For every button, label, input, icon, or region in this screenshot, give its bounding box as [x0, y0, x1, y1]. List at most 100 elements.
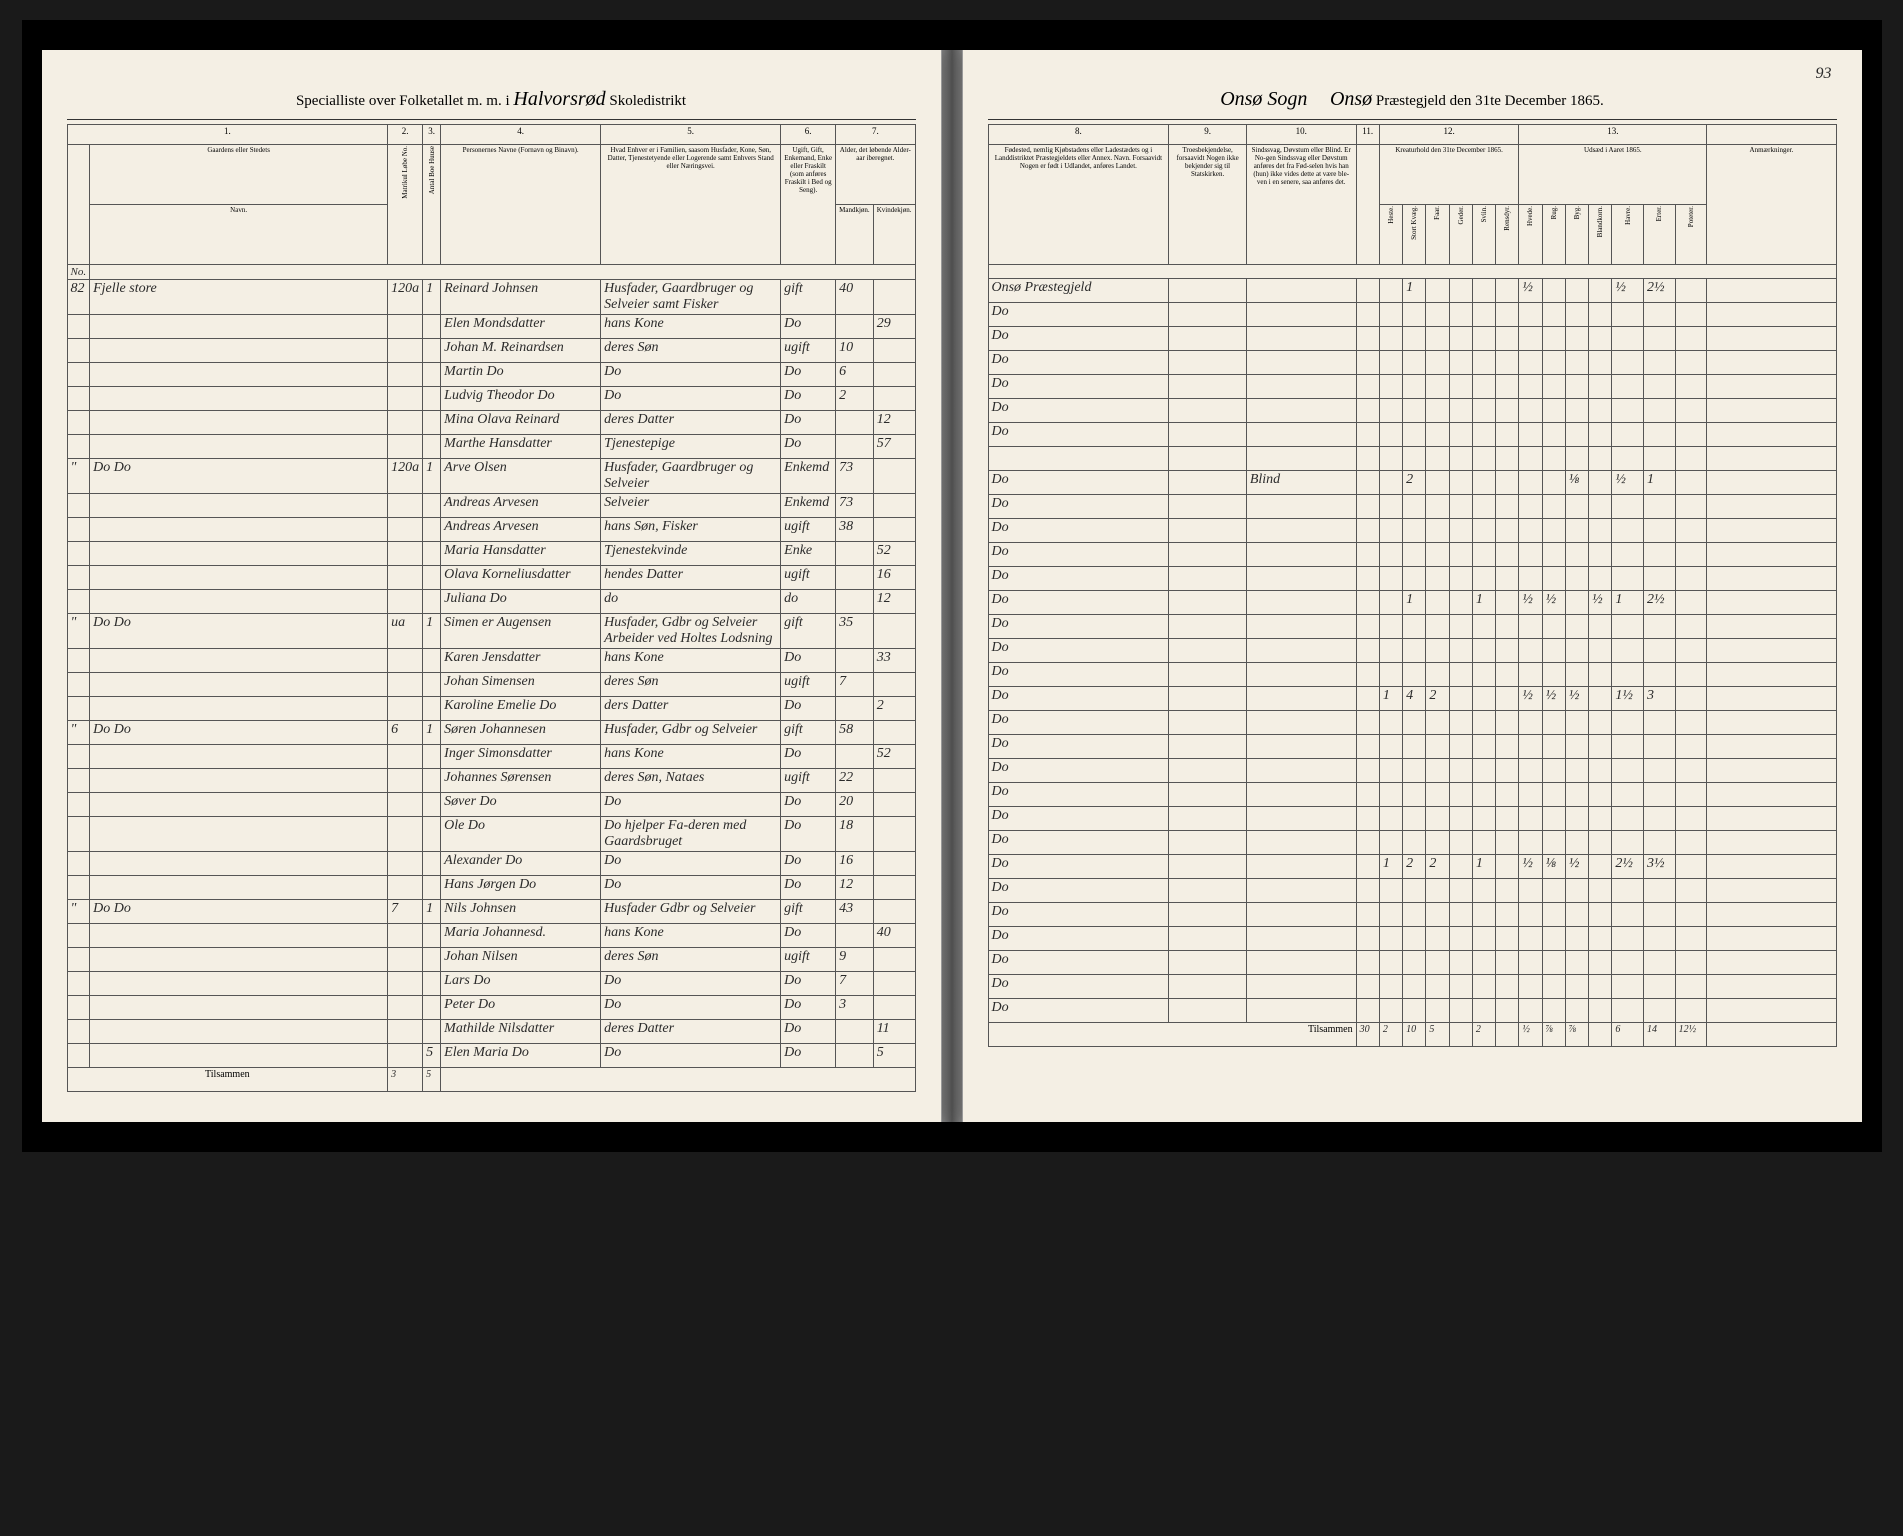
cell-anm: [1707, 447, 1836, 471]
cell: [1356, 855, 1379, 879]
cell: [1542, 951, 1565, 975]
cell: [67, 542, 90, 566]
cell: Do: [601, 996, 781, 1020]
cell: [836, 411, 874, 435]
cell: [1472, 687, 1495, 711]
cell: [1449, 375, 1472, 399]
cell: [1449, 567, 1472, 591]
cell: Do: [988, 567, 1169, 591]
cell: Do: [781, 972, 836, 996]
cell: [1356, 591, 1379, 615]
cell: [423, 697, 441, 721]
cell: Karen Jensdatter: [441, 649, 601, 673]
table-row: Lars DoDoDo7: [67, 972, 915, 996]
cell: 10: [836, 339, 874, 363]
cell: [1169, 711, 1247, 735]
cell: [90, 996, 388, 1020]
table-row: Juliana Dododo12: [67, 590, 915, 614]
cell: Do: [988, 807, 1169, 831]
cell: [1589, 663, 1612, 687]
cell: [1449, 519, 1472, 543]
cell: Do: [988, 375, 1169, 399]
cell: [1356, 567, 1379, 591]
cell: hans Kone: [601, 745, 781, 769]
sinds-header: Sindssvag, Døvstum eller Blind. Er No-ge…: [1246, 145, 1356, 265]
cell: [1403, 927, 1426, 951]
cell: [423, 924, 441, 948]
cell: do: [781, 590, 836, 614]
cell: [1496, 831, 1519, 855]
cell: [1496, 615, 1519, 639]
cell: [1472, 927, 1495, 951]
cell: ugift: [781, 769, 836, 793]
cell: [1496, 735, 1519, 759]
cell: [1169, 903, 1247, 927]
cell: [1379, 447, 1402, 471]
cell: [1565, 567, 1588, 591]
table-row: Do: [988, 831, 1836, 855]
cell: [1589, 423, 1612, 447]
cell: [1542, 471, 1565, 495]
table-row: Hans Jørgen DoDoDo12: [67, 876, 915, 900]
cell: Do: [781, 817, 836, 852]
cell: [1565, 783, 1588, 807]
cell: [1496, 855, 1519, 879]
cell: [1246, 879, 1356, 903]
cell: [1542, 543, 1565, 567]
cell: deres Datter: [601, 411, 781, 435]
col-13: 13.: [1519, 125, 1707, 145]
right-ledger-table: 8. 9. 10. 11. 12. 13. Fødested, nemlig K…: [988, 124, 1837, 1047]
cell: [1519, 759, 1542, 783]
cell: [836, 745, 874, 769]
cell: Ole Do: [441, 817, 601, 852]
cell: [1519, 831, 1542, 855]
cell: [1589, 615, 1612, 639]
cell: 40: [873, 924, 915, 948]
cell: 33: [873, 649, 915, 673]
cell: [1472, 567, 1495, 591]
col-11: 11.: [1356, 125, 1379, 145]
havre-h: Havre.: [1612, 205, 1644, 265]
cell: [90, 566, 388, 590]
cell: Do: [781, 435, 836, 459]
cell: [1675, 543, 1707, 567]
cell: [873, 900, 915, 924]
col-5: 5.: [601, 125, 781, 145]
cell: [873, 817, 915, 852]
cell: 22: [836, 769, 874, 793]
cell: [1449, 399, 1472, 423]
cell: [1675, 663, 1707, 687]
cell: [90, 315, 388, 339]
cell: [1542, 879, 1565, 903]
cell: [873, 793, 915, 817]
cell: [1169, 495, 1247, 519]
cell: [1379, 543, 1402, 567]
cell: [1472, 543, 1495, 567]
cell: Johan M. Reinardsen: [441, 339, 601, 363]
blank-row: [988, 265, 1836, 279]
cell: ua: [388, 614, 423, 649]
cell: [1519, 327, 1542, 351]
cell: [1644, 975, 1676, 999]
cell: 82: [67, 280, 90, 315]
col-3: 3.: [423, 125, 441, 145]
cell: [423, 972, 441, 996]
cell: ½: [1565, 687, 1588, 711]
cell: [1246, 807, 1356, 831]
left-page: Specialliste over Folketallet m. m. i Ha…: [42, 50, 942, 1122]
cell: ⅛: [1565, 471, 1588, 495]
cell: [1449, 735, 1472, 759]
cell: [836, 566, 874, 590]
cell: [1379, 807, 1402, 831]
cell: [1675, 303, 1707, 327]
cell: [1449, 303, 1472, 327]
kreatur-header: Kreaturhold den 31te December 1865.: [1379, 145, 1519, 205]
cell: [388, 996, 423, 1020]
cell: [1675, 399, 1707, 423]
cell: [388, 876, 423, 900]
cell: [1542, 711, 1565, 735]
table-row: Do: [988, 807, 1836, 831]
poteter-h: Poteter.: [1675, 205, 1707, 265]
cell: [1519, 639, 1542, 663]
cell: [1472, 999, 1495, 1023]
